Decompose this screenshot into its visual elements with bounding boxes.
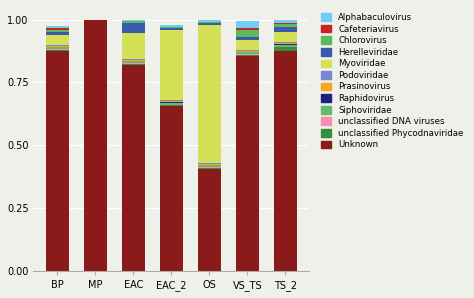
Bar (122, 60, 145, 61)
Bar (122, 21, 145, 23)
Bar (46, 50, 69, 51)
Bar (122, 65, 145, 271)
Bar (274, 47, 297, 51)
Bar (236, 37, 259, 40)
Legend: Alphabaculovirus, Cafeteriavirus, Chlorovirus, Herelleviridae, Myoviridae, Podov: Alphabaculovirus, Cafeteriavirus, Chloro… (319, 11, 465, 151)
Bar (122, 23, 145, 33)
Bar (160, 106, 183, 271)
Bar (274, 24, 297, 27)
Bar (198, 21, 221, 22)
Bar (46, 35, 69, 45)
Bar (46, 32, 69, 35)
Bar (236, 52, 259, 54)
Bar (274, 44, 297, 45)
Bar (122, 58, 145, 60)
Bar (274, 23, 297, 24)
Bar (198, 163, 221, 164)
Bar (274, 51, 297, 271)
Bar (122, 63, 145, 65)
Bar (46, 26, 69, 28)
Bar (198, 165, 221, 167)
Bar (198, 20, 221, 21)
Bar (198, 23, 221, 24)
Bar (46, 30, 69, 32)
Bar (236, 28, 259, 30)
Bar (274, 32, 297, 42)
Bar (274, 45, 297, 47)
Bar (160, 105, 183, 106)
Bar (160, 27, 183, 28)
Bar (274, 42, 297, 44)
Bar (236, 40, 259, 50)
Bar (198, 22, 221, 23)
Bar (122, 61, 145, 63)
Bar (236, 50, 259, 51)
Bar (274, 27, 297, 32)
Bar (160, 102, 183, 103)
Bar (160, 103, 183, 105)
Bar (84, 20, 107, 271)
Bar (236, 54, 259, 55)
Bar (198, 168, 221, 169)
Bar (236, 51, 259, 52)
Bar (46, 46, 69, 47)
Bar (122, 33, 145, 58)
Bar (236, 56, 259, 271)
Bar (274, 20, 297, 23)
Bar (198, 24, 221, 163)
Bar (160, 28, 183, 30)
Bar (46, 51, 69, 271)
Bar (160, 25, 183, 27)
Bar (236, 21, 259, 28)
Bar (160, 101, 183, 102)
Bar (46, 45, 69, 46)
Bar (46, 47, 69, 49)
Bar (160, 100, 183, 101)
Bar (236, 55, 259, 56)
Bar (198, 169, 221, 271)
Bar (236, 30, 259, 37)
Bar (198, 167, 221, 168)
Bar (122, 20, 145, 21)
Bar (46, 28, 69, 30)
Bar (160, 30, 183, 100)
Bar (46, 49, 69, 50)
Bar (198, 164, 221, 165)
